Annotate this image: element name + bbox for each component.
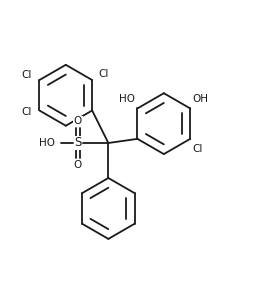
Text: O: O xyxy=(74,116,82,126)
Text: S: S xyxy=(74,136,82,150)
Text: Cl: Cl xyxy=(193,144,203,154)
Text: Cl: Cl xyxy=(22,70,32,80)
Text: O: O xyxy=(74,160,82,170)
Text: Cl: Cl xyxy=(99,69,109,79)
Text: OH: OH xyxy=(193,94,209,104)
Text: HO: HO xyxy=(39,138,55,148)
Text: HO: HO xyxy=(119,94,135,104)
Text: Cl: Cl xyxy=(22,107,32,117)
